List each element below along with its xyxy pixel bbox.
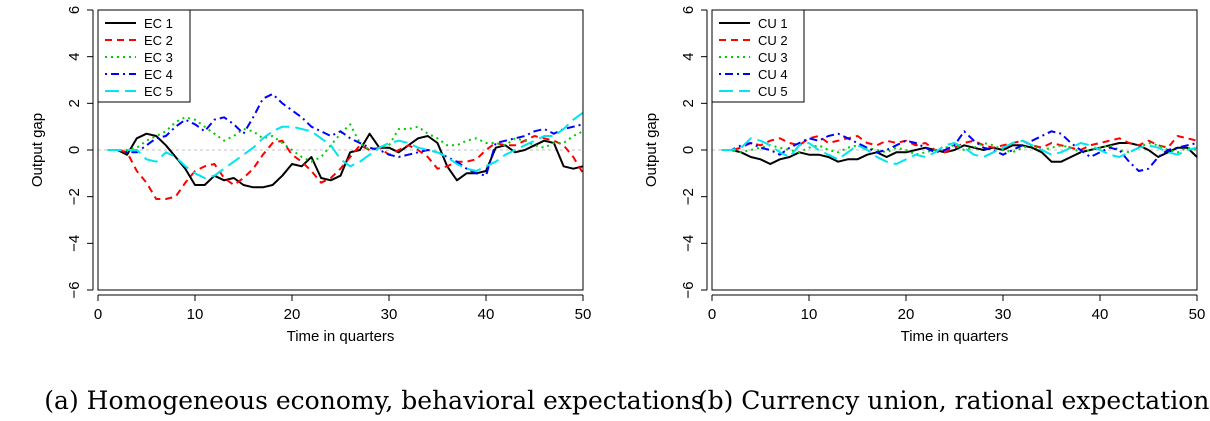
- y-tick-label: −2: [66, 188, 83, 205]
- figure-caption: (a) Homogeneous economy, behavioral expe…: [44, 386, 703, 415]
- y-tick-label: −6: [66, 281, 83, 298]
- figure-caption: (b) Currency union, rational expectation…: [698, 386, 1210, 415]
- x-tick-label: 20: [284, 306, 301, 323]
- series-line-ec-2: [107, 135, 584, 200]
- legend-label: CU 2: [758, 33, 788, 48]
- y-tick-label: −6: [680, 281, 697, 298]
- y-tick-label: −4: [66, 235, 83, 252]
- chart-panel-b: 0 10 20 30 40 50 −6 −4 −2 0 2 4 6 Time in quarters Out…: [643, 6, 1210, 415]
- y-tick-label: 6: [66, 6, 83, 14]
- legend-label: CU 1: [758, 16, 788, 31]
- y-tick-label: 4: [680, 52, 697, 60]
- legend-label: CU 4: [758, 67, 788, 82]
- x-tick-label: 10: [801, 306, 818, 323]
- legend-label: EC 3: [144, 50, 173, 65]
- x-tick-label: 0: [708, 306, 716, 323]
- legend-label: EC 4: [144, 67, 173, 82]
- x-tick-label: 30: [995, 306, 1012, 323]
- x-tick-label: 0: [94, 306, 102, 323]
- legend-label: EC 5: [144, 84, 173, 99]
- series-line-cu-1: [721, 142, 1198, 165]
- legend-label: CU 5: [758, 84, 788, 99]
- series-line-cu-4: [721, 130, 1198, 172]
- x-tick-label: 40: [478, 306, 495, 323]
- x-tick-label: 50: [575, 306, 592, 323]
- y-axis-label: Output gap: [643, 113, 660, 187]
- x-tick-label: 10: [187, 306, 204, 323]
- legend: CU 1 CU 2 CU 3 CU 4 CU 5: [711, 9, 805, 103]
- x-tick-label: 40: [1092, 306, 1109, 323]
- x-tick-label: 30: [381, 306, 398, 323]
- y-tick-label: 0: [680, 146, 697, 154]
- series-line-cu-5: [721, 137, 1198, 165]
- y-tick-label: 6: [680, 6, 697, 14]
- series-line-ec-3: [107, 116, 584, 163]
- y-tick-label: 2: [680, 99, 697, 107]
- legend-label: EC 2: [144, 33, 173, 48]
- y-axis-label: Output gap: [29, 113, 46, 187]
- x-axis-label: Time in quarters: [901, 328, 1009, 345]
- plot-frame: [97, 9, 584, 291]
- y-tick-label: 4: [66, 52, 83, 60]
- y-tick-label: 0: [66, 146, 83, 154]
- series-line-ec-5: [107, 111, 584, 179]
- x-tick-label: 50: [1189, 306, 1206, 323]
- plot-frame: [711, 9, 1198, 291]
- y-tick-label: −4: [680, 235, 697, 252]
- legend: EC 1 EC 2 EC 3 EC 4 EC 5: [97, 9, 191, 103]
- y-tick-label: −2: [680, 188, 697, 205]
- y-tick-label: 2: [66, 99, 83, 107]
- legend-label: EC 1: [144, 16, 173, 31]
- series-line-ec-4: [107, 93, 584, 177]
- x-tick-label: 20: [898, 306, 915, 323]
- x-axis-label: Time in quarters: [287, 328, 395, 345]
- legend-label: CU 3: [758, 50, 788, 65]
